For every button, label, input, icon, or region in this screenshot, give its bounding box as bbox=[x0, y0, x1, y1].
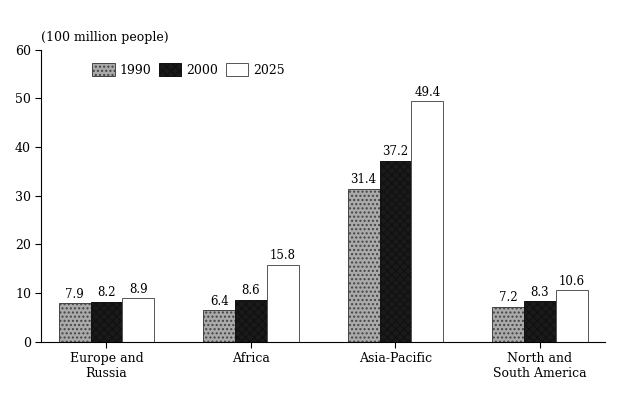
Bar bbox=[411, 102, 443, 342]
Text: 49.4: 49.4 bbox=[414, 86, 440, 99]
Bar bbox=[348, 189, 379, 342]
Text: 8.2: 8.2 bbox=[97, 286, 116, 299]
Text: 31.4: 31.4 bbox=[350, 173, 377, 186]
Bar bbox=[203, 310, 235, 342]
Text: (100 million people): (100 million people) bbox=[42, 31, 169, 44]
Text: 6.4: 6.4 bbox=[210, 295, 229, 308]
Bar bbox=[59, 303, 91, 342]
Text: 7.2: 7.2 bbox=[499, 291, 518, 304]
Bar bbox=[492, 307, 524, 342]
Bar bbox=[235, 300, 267, 342]
Text: 10.6: 10.6 bbox=[559, 275, 585, 288]
Text: 8.6: 8.6 bbox=[242, 284, 260, 297]
Bar bbox=[122, 298, 154, 342]
Bar bbox=[267, 265, 299, 342]
Text: 8.9: 8.9 bbox=[129, 283, 148, 296]
Text: 8.3: 8.3 bbox=[531, 286, 549, 299]
Legend: 1990, 2000, 2025: 1990, 2000, 2025 bbox=[87, 58, 290, 82]
Bar bbox=[91, 302, 122, 342]
Bar bbox=[379, 161, 411, 342]
Bar bbox=[524, 301, 556, 342]
Text: 7.9: 7.9 bbox=[65, 288, 84, 301]
Text: 37.2: 37.2 bbox=[383, 145, 409, 158]
Bar bbox=[556, 290, 588, 342]
Text: 15.8: 15.8 bbox=[270, 249, 296, 262]
